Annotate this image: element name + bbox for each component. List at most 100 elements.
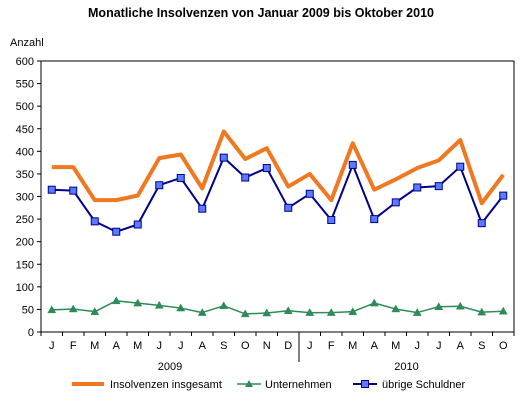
- legend-item: Unternehmen: [237, 379, 332, 391]
- x-tick-label: A: [457, 340, 465, 352]
- x-tick-label: J: [49, 340, 55, 352]
- x-tick-label: J: [436, 340, 442, 352]
- data-point: [434, 302, 444, 310]
- data-point: [348, 307, 358, 315]
- data-point: [370, 215, 379, 224]
- data-point: [133, 220, 142, 229]
- x-tick-label: M: [391, 340, 400, 352]
- y-tick-label: 50: [22, 304, 34, 316]
- data-point: [305, 189, 314, 198]
- y-tick-label: 600: [16, 56, 34, 68]
- legend-item: übrige Schuldner: [353, 379, 466, 391]
- y-tick-label: 300: [16, 192, 34, 204]
- data-point: [326, 308, 336, 316]
- data-point: [327, 215, 336, 224]
- y-axis-label: Anzahl: [10, 37, 44, 49]
- data-point: [413, 183, 422, 192]
- y-tick-label: 150: [16, 259, 34, 271]
- data-point: [68, 304, 78, 313]
- x-tick-label: D: [284, 340, 292, 352]
- x-tick-label: S: [478, 340, 485, 352]
- y-tick-label: 400: [16, 146, 34, 158]
- y-tick-label: 250: [16, 214, 34, 226]
- x-tick-label: A: [199, 340, 207, 352]
- year-label: 2010: [394, 361, 418, 373]
- y-tick-label: 200: [16, 237, 34, 249]
- y-tick-label: 450: [16, 124, 34, 136]
- data-point: [434, 182, 443, 191]
- x-tick-label: O: [241, 340, 250, 352]
- chart-title: Monatliche Insolvenzen von Januar 2009 b…: [88, 6, 434, 20]
- x-tick-label: J: [415, 340, 421, 352]
- data-point: [477, 307, 487, 316]
- legend-label: übrige Schuldner: [382, 379, 466, 391]
- series-layer: [47, 129, 508, 318]
- series-triangle: [47, 296, 508, 318]
- x-tick-label: O: [499, 340, 508, 352]
- y-tick-label: 500: [16, 101, 34, 113]
- x-tick-label: J: [307, 340, 313, 352]
- data-point: [69, 186, 78, 195]
- data-point: [369, 298, 379, 307]
- data-point: [219, 153, 228, 162]
- x-tick-label: J: [178, 340, 184, 352]
- data-point: [284, 203, 293, 212]
- legend-label: Insolvenzen insgesamt: [110, 379, 222, 391]
- data-point: [219, 301, 229, 310]
- data-point: [111, 296, 121, 305]
- x-tick-label: N: [263, 340, 271, 352]
- series-line: [51, 156, 505, 233]
- data-point: [348, 160, 357, 169]
- data-point: [133, 298, 143, 307]
- x-tick-label: F: [70, 340, 77, 352]
- data-point: [391, 304, 401, 313]
- data-point: [305, 308, 315, 316]
- series-line: [51, 300, 504, 315]
- y-tick-label: 550: [16, 79, 34, 91]
- series-square: [47, 153, 508, 236]
- plot-area: [40, 60, 515, 333]
- data-point: [262, 308, 272, 317]
- x-tick-label: S: [220, 340, 227, 352]
- data-point: [499, 191, 508, 200]
- y-axis: 0 50 100 150 200 250 300 350 400 450 500 550 600: [16, 56, 41, 339]
- data-point: [47, 185, 56, 194]
- data-point: [176, 303, 186, 312]
- x-tick-label: M: [348, 340, 357, 352]
- series-none: [51, 129, 505, 206]
- data-point: [241, 173, 250, 182]
- data-point: [455, 301, 465, 310]
- y-tick-label: 100: [16, 282, 34, 294]
- legend-marker: [245, 380, 253, 387]
- legend-marker: [361, 380, 369, 388]
- data-point: [154, 300, 164, 309]
- x-tick-label: J: [157, 340, 163, 352]
- legend-label: Unternehmen: [265, 379, 332, 391]
- data-point: [498, 306, 508, 315]
- x-tick-label: M: [133, 340, 142, 352]
- data-point: [456, 162, 465, 171]
- year-label: 2009: [158, 361, 182, 373]
- y-tick-label: 0: [28, 327, 34, 339]
- data-point: [112, 227, 121, 236]
- data-point: [283, 306, 293, 315]
- data-point: [155, 181, 164, 190]
- data-point: [262, 164, 271, 173]
- legend-item: Insolvenzen insgesamt: [72, 379, 222, 391]
- data-point: [477, 219, 486, 228]
- x-tick-label: A: [113, 340, 121, 352]
- data-point: [47, 305, 57, 314]
- data-point: [176, 173, 185, 182]
- data-point: [391, 198, 400, 207]
- data-point: [197, 308, 207, 316]
- x-tick-label: A: [371, 340, 379, 352]
- data-point: [240, 309, 250, 318]
- x-tick-label: F: [328, 340, 335, 352]
- data-point: [90, 307, 100, 315]
- data-point: [412, 308, 422, 316]
- series-line: [51, 129, 505, 206]
- legend: Insolvenzen insgesamt Unternehmen übrige S…: [72, 379, 466, 391]
- y-tick-label: 350: [16, 169, 34, 181]
